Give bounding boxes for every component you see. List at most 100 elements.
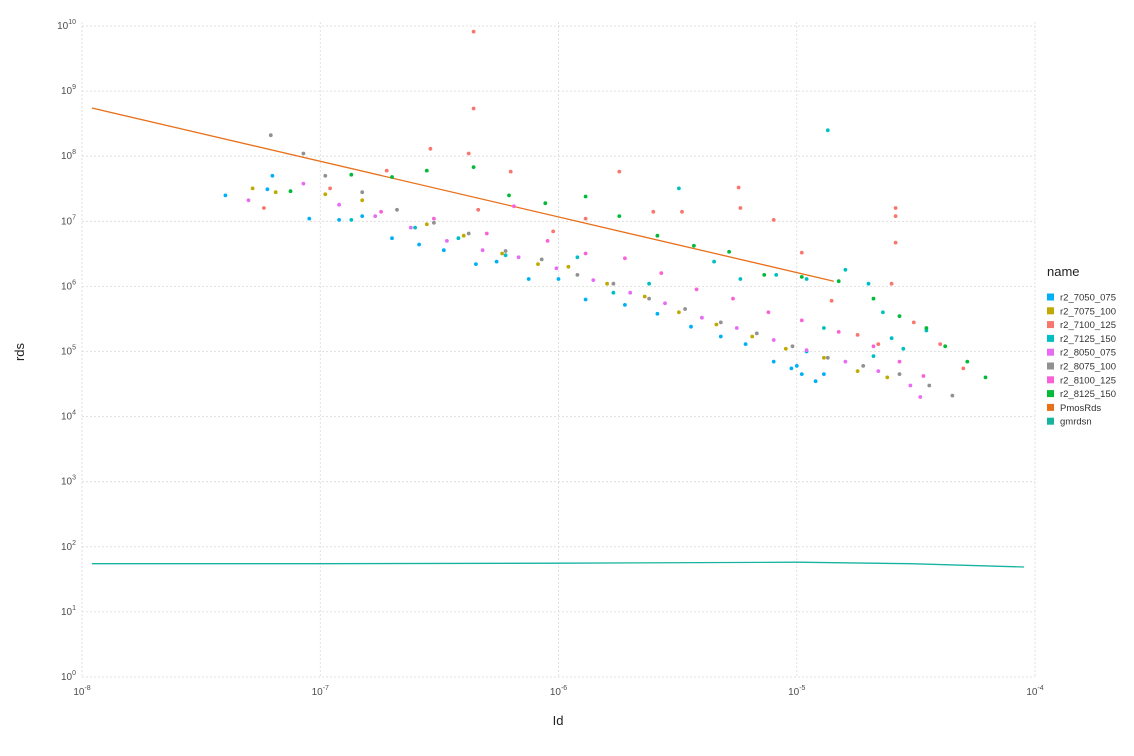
y-tick-label: 1010 — [57, 19, 76, 32]
data-point-r2_8100_125 — [512, 204, 516, 209]
data-point-r2_8050_075 — [908, 383, 913, 388]
data-point-r2_8100_125 — [731, 296, 735, 301]
data-point-r2_8125_150 — [583, 194, 588, 199]
legend-label: PmosRds — [1060, 403, 1101, 414]
data-point-r2_8100_125 — [583, 251, 588, 256]
data-point-r2_8050_075 — [445, 239, 449, 243]
x-tick-label: 10-7 — [312, 685, 329, 698]
legend-swatch — [1047, 417, 1054, 425]
data-point-r2_8100_125 — [799, 318, 804, 323]
data-point-r2_8075_100 — [466, 231, 471, 236]
data-point-r2_8075_100 — [539, 257, 544, 262]
data-point-r2_8050_075 — [480, 248, 485, 253]
data-point-r2_7075_100 — [360, 198, 365, 203]
y-tick-label: 106 — [61, 279, 76, 292]
series-layer — [91, 29, 1025, 568]
data-point-r2_7050_075 — [583, 297, 588, 302]
data-point-r2_8075_100 — [268, 133, 273, 138]
data-point-r2_7100_125 — [466, 151, 471, 156]
data-point-r2_7075_100 — [461, 233, 466, 238]
data-point-r2_8125_150 — [617, 214, 622, 219]
data-point-r2_8125_150 — [390, 175, 394, 179]
data-point-r2_8075_100 — [647, 296, 651, 301]
data-point-r2_7100_125 — [651, 209, 656, 214]
data-point-r2_7100_125 — [799, 250, 804, 255]
data-point-r2_8050_075 — [804, 348, 809, 352]
data-point-r2_8100_125 — [623, 256, 627, 261]
data-point-r2_7100_125 — [736, 185, 741, 190]
y-tick-exp: 6 — [72, 279, 76, 286]
data-point-r2_7125_150 — [611, 290, 616, 295]
x-tick-label: 10-6 — [550, 685, 567, 698]
y-tick-label: 103 — [61, 475, 76, 488]
legend: name r2_7050_075 r2_7075_100 r2_7100_125 r2… — [1047, 264, 1116, 428]
data-point-r2_7125_150 — [866, 281, 871, 286]
legend-swatch — [1047, 348, 1054, 356]
y-tick-label: 100 — [61, 670, 76, 683]
y-tick-label: 101 — [61, 605, 76, 618]
data-point-r2_7100_125 — [855, 333, 860, 337]
grid-layer — [81, 22, 1036, 678]
data-point-r2_8125_150 — [943, 344, 948, 349]
legend-swatch — [1047, 362, 1054, 370]
data-point-r2_7050_075 — [789, 366, 794, 371]
data-point-r2_8050_075 — [301, 181, 306, 186]
data-point-r2_8100_125 — [484, 231, 489, 236]
x-tick-exp: -6 — [561, 685, 567, 692]
data-point-r2_8075_100 — [432, 220, 436, 225]
data-point-r2_7075_100 — [536, 262, 540, 266]
x-tick-exp: -4 — [1037, 685, 1043, 692]
legend-swatch — [1047, 376, 1054, 384]
legend-label: r2_7100_125 — [1060, 320, 1116, 331]
data-point-r2_7125_150 — [647, 281, 651, 286]
data-point-r2_7050_075 — [494, 259, 499, 264]
data-point-r2_8125_150 — [655, 233, 660, 238]
x-tick-label: 10-4 — [1026, 685, 1043, 698]
data-point-r2_7075_100 — [677, 310, 681, 315]
data-point-r2_8050_075 — [734, 326, 739, 330]
data-point-r2_8050_075 — [918, 395, 923, 399]
y-tick-label: 105 — [61, 345, 76, 358]
data-point-r2_8100_125 — [766, 310, 771, 315]
data-point-r2_7075_100 — [750, 334, 755, 339]
y-tick-base: 10 — [61, 216, 73, 227]
data-point-r2_7075_100 — [822, 355, 826, 360]
data-point-r2_8075_100 — [950, 393, 955, 398]
data-point-r2_8125_150 — [424, 168, 429, 173]
data-point-r2_7100_125 — [876, 342, 881, 346]
data-point-r2_7075_100 — [885, 375, 890, 380]
data-point-r2_7100_125 — [471, 29, 476, 34]
y-tick-exp: 0 — [72, 670, 76, 677]
data-point-r2_8075_100 — [683, 307, 687, 311]
y-tick-base: 10 — [61, 477, 73, 488]
data-point-r2_8050_075 — [771, 338, 776, 342]
data-point-r2_8100_125 — [836, 330, 841, 334]
data-point-r2_7075_100 — [250, 186, 255, 191]
data-point-r2_7050_075 — [390, 236, 394, 241]
data-point-r2_7125_150 — [804, 277, 809, 281]
data-point-r2_7125_150 — [349, 218, 354, 222]
y-tick-exp: 4 — [72, 410, 76, 417]
y-tick-exp: 1 — [72, 605, 76, 612]
data-point-r2_8125_150 — [924, 326, 929, 330]
legend-label: r2_7125_150 — [1060, 334, 1116, 345]
data-point-r2_7125_150 — [889, 336, 894, 341]
data-point-r2_7075_100 — [855, 369, 860, 373]
data-point-r2_7100_125 — [911, 320, 916, 325]
data-point-r2_7075_100 — [714, 322, 719, 327]
data-point-r2_8075_100 — [323, 173, 328, 178]
legend-swatch — [1047, 390, 1054, 398]
data-point-r2_7075_100 — [273, 190, 278, 195]
data-point-r2_7050_075 — [655, 311, 660, 316]
y-tick-base: 10 — [61, 86, 73, 97]
data-point-r2_7050_075 — [794, 364, 799, 368]
x-tick-exp: -7 — [323, 685, 329, 692]
data-point-r2_7100_125 — [938, 342, 943, 346]
data-point-r2_7100_125 — [738, 206, 743, 210]
legend-label: gmrdsn — [1060, 417, 1092, 428]
legend-label: r2_8125_150 — [1060, 389, 1116, 400]
y-tick-base: 10 — [61, 542, 73, 553]
y-tick-base: 10 — [61, 672, 73, 683]
data-point-r2_8075_100 — [897, 372, 902, 376]
